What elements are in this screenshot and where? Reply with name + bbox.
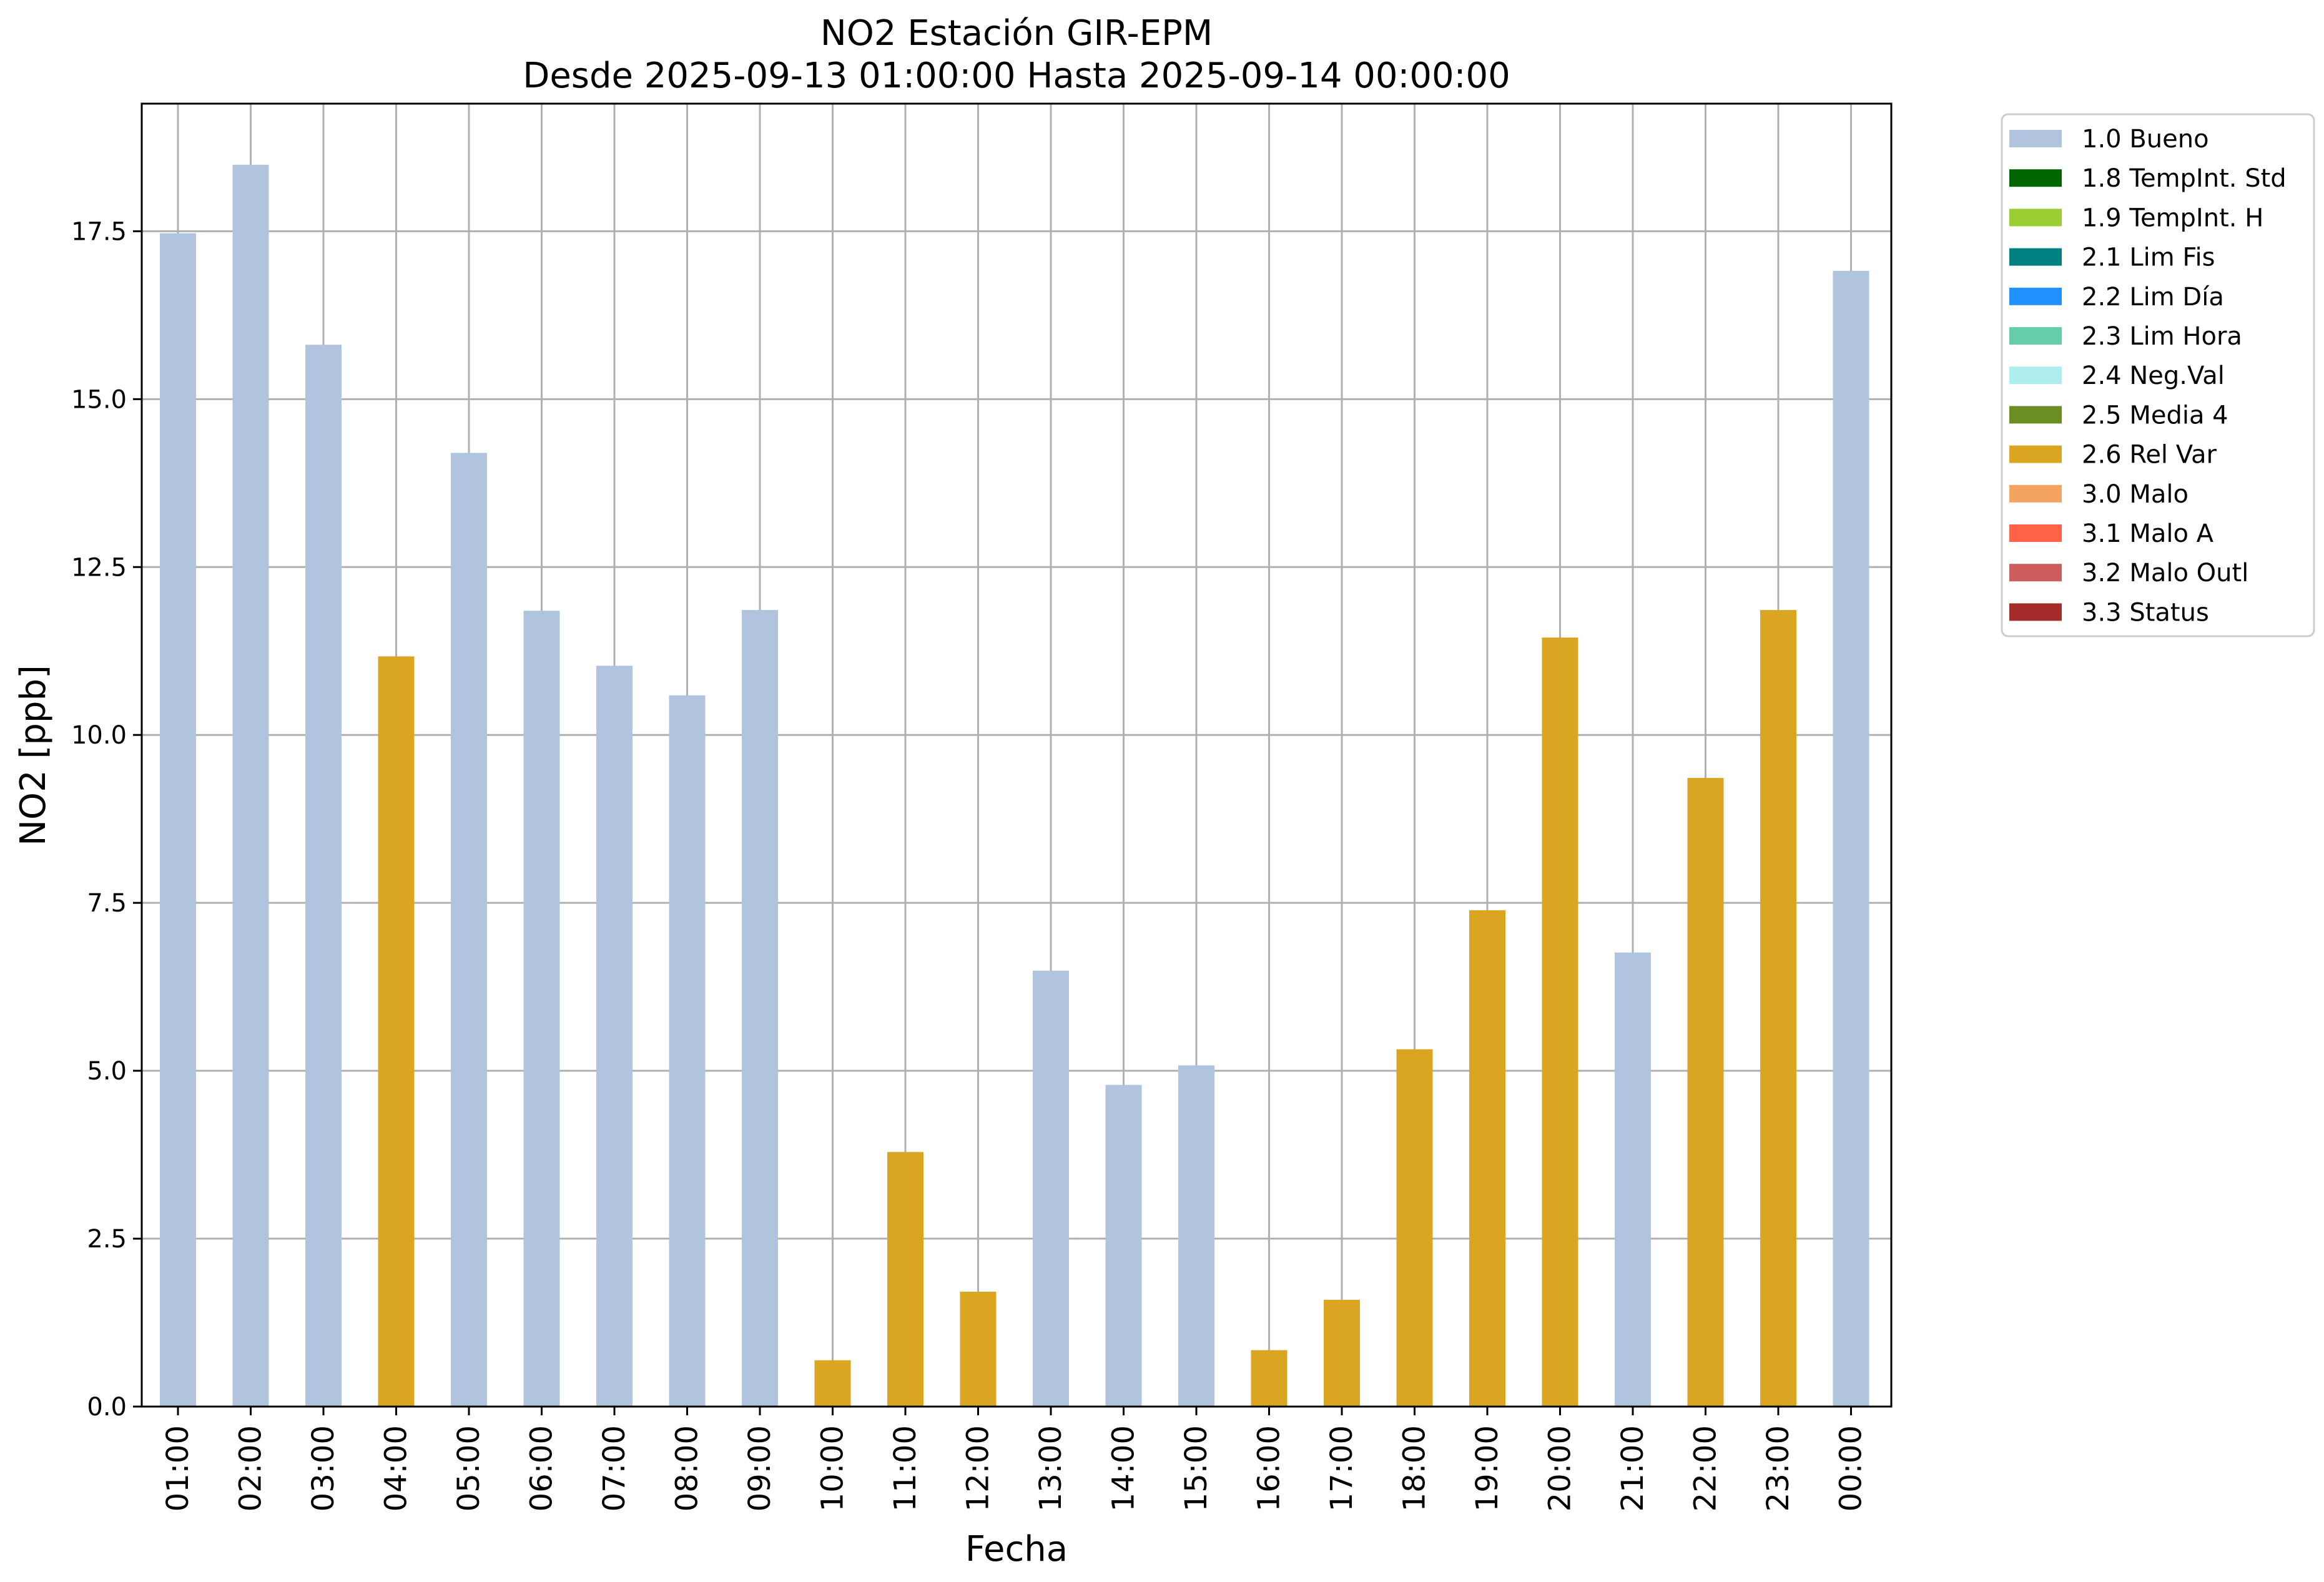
x-tick-label: 16:00 <box>1252 1425 1287 1511</box>
bar-0100 <box>160 233 196 1407</box>
bar-2300 <box>1760 610 1796 1407</box>
x-tick-label: 17:00 <box>1324 1425 1359 1511</box>
legend: 1.0 Bueno 1.8 TempInt. Std 1.9 TempInt. H 2… <box>2001 113 2315 637</box>
legend-swatch <box>2009 327 2062 345</box>
x-tick-label: 14:00 <box>1106 1425 1141 1511</box>
x-tick-label: 12:00 <box>961 1425 996 1511</box>
chart-subtitle: Desde 2025-09-13 01:00:00 Hasta 2025-09-… <box>523 56 1510 96</box>
y-axis-label: NO2 [ppb] <box>13 665 54 846</box>
x-tick-label: 09:00 <box>742 1425 777 1511</box>
legend-swatch <box>2009 445 2062 463</box>
y-tick-label: 2.5 <box>87 1225 127 1254</box>
bar-0900 <box>742 610 778 1407</box>
legend-swatch <box>2009 130 2062 147</box>
bar-0600 <box>523 611 560 1407</box>
x-tick-label: 03:00 <box>306 1425 341 1511</box>
legend-label: 3.0 Malo <box>2082 480 2189 509</box>
x-tick-label: 11:00 <box>888 1425 923 1511</box>
x-tick-label: 13:00 <box>1033 1425 1068 1511</box>
legend-label: 3.3 Status <box>2082 598 2209 627</box>
x-tick-label: 10:00 <box>815 1425 850 1511</box>
x-tick-label: 06:00 <box>524 1425 559 1511</box>
bar-1700 <box>1324 1299 1360 1407</box>
bar-2000 <box>1542 637 1578 1407</box>
bar-1800 <box>1396 1049 1433 1407</box>
bar-0000 <box>1833 270 1869 1407</box>
legend-label: 2.4 Neg.Val <box>2082 361 2225 390</box>
bar-0800 <box>669 695 706 1407</box>
bar-0500 <box>451 453 487 1407</box>
chart-title: NO2 Estación GIR-EPM <box>820 13 1213 54</box>
x-tick-label: 19:00 <box>1470 1425 1505 1511</box>
bar-0300 <box>305 345 342 1407</box>
legend-box <box>2001 113 2315 637</box>
legend-label: 2.1 Lim Fis <box>2082 243 2215 272</box>
legend-swatch <box>2009 603 2062 621</box>
y-tick-label: 7.5 <box>87 889 127 918</box>
legend-swatch <box>2009 287 2062 305</box>
bar-1200 <box>960 1292 997 1407</box>
legend-swatch <box>2009 169 2062 187</box>
legend-label: 2.3 Lim Hora <box>2082 322 2242 351</box>
x-tick-label: 23:00 <box>1761 1425 1796 1511</box>
legend-label: 1.9 TempInt. H <box>2082 204 2263 232</box>
bar-1600 <box>1251 1350 1288 1407</box>
bar-1100 <box>887 1152 923 1407</box>
bar-0200 <box>232 164 269 1407</box>
legend-label: 3.2 Malo Outl <box>2082 559 2248 587</box>
x-tick-label: 18:00 <box>1397 1425 1432 1511</box>
legend-swatch <box>2009 366 2062 385</box>
x-tick-label: 05:00 <box>451 1425 486 1511</box>
legend-swatch <box>2009 564 2062 582</box>
x-tick-label: 00:00 <box>1834 1425 1869 1511</box>
bar-1000 <box>814 1360 851 1407</box>
x-tick-label: 15:00 <box>1179 1425 1214 1511</box>
legend-swatch <box>2009 209 2062 227</box>
legend-swatch <box>2009 406 2062 424</box>
bar-1500 <box>1178 1065 1214 1407</box>
x-tick-label: 08:00 <box>670 1425 705 1511</box>
y-tick-label: 17.5 <box>71 217 127 246</box>
legend-swatch <box>2009 524 2062 542</box>
y-tick-label: 10.0 <box>71 721 127 750</box>
legend-label: 2.6 Rel Var <box>2082 441 2217 469</box>
y-tick-label: 12.5 <box>71 553 127 582</box>
y-axis: 0.0 2.5 5.0 7.5 10.0 12.5 15.0 17.5 <box>71 217 142 1422</box>
x-tick-label: 02:00 <box>234 1425 268 1511</box>
y-tick-label: 0.0 <box>87 1393 127 1422</box>
bar-0400 <box>378 656 415 1407</box>
bar-1900 <box>1469 910 1505 1407</box>
legend-label: 1.8 TempInt. Std <box>2082 164 2287 193</box>
bar-2100 <box>1615 952 1651 1407</box>
bar-1400 <box>1105 1084 1142 1407</box>
x-axis-label: Fecha <box>965 1529 1068 1570</box>
x-tick-label: 01:00 <box>160 1425 195 1511</box>
x-tick-label: 20:00 <box>1543 1425 1578 1511</box>
x-tick-label: 07:00 <box>597 1425 632 1511</box>
x-tick-label: 22:00 <box>1688 1425 1723 1511</box>
bars-layer <box>160 164 1869 1407</box>
legend-swatch <box>2009 248 2062 266</box>
x-tick-label: 21:00 <box>1615 1425 1650 1511</box>
bar-1300 <box>1033 970 1069 1407</box>
bar-0700 <box>596 666 633 1407</box>
x-tick-label: 04:00 <box>379 1425 414 1511</box>
x-axis: 01:00 02:00 03:00 04:00 05:00 06:00 07:00 08:00… <box>160 1407 1869 1511</box>
bar-2200 <box>1687 778 1724 1407</box>
y-tick-label: 15.0 <box>71 385 127 414</box>
legend-swatch <box>2009 484 2062 503</box>
legend-label: 3.1 Malo A <box>2082 519 2214 548</box>
legend-label: 2.2 Lim Día <box>2082 283 2224 312</box>
legend-label: 1.0 Bueno <box>2082 125 2209 154</box>
plot-frame <box>140 102 1893 1408</box>
y-tick-label: 5.0 <box>87 1057 127 1086</box>
legend-label: 2.5 Media 4 <box>2082 401 2228 430</box>
